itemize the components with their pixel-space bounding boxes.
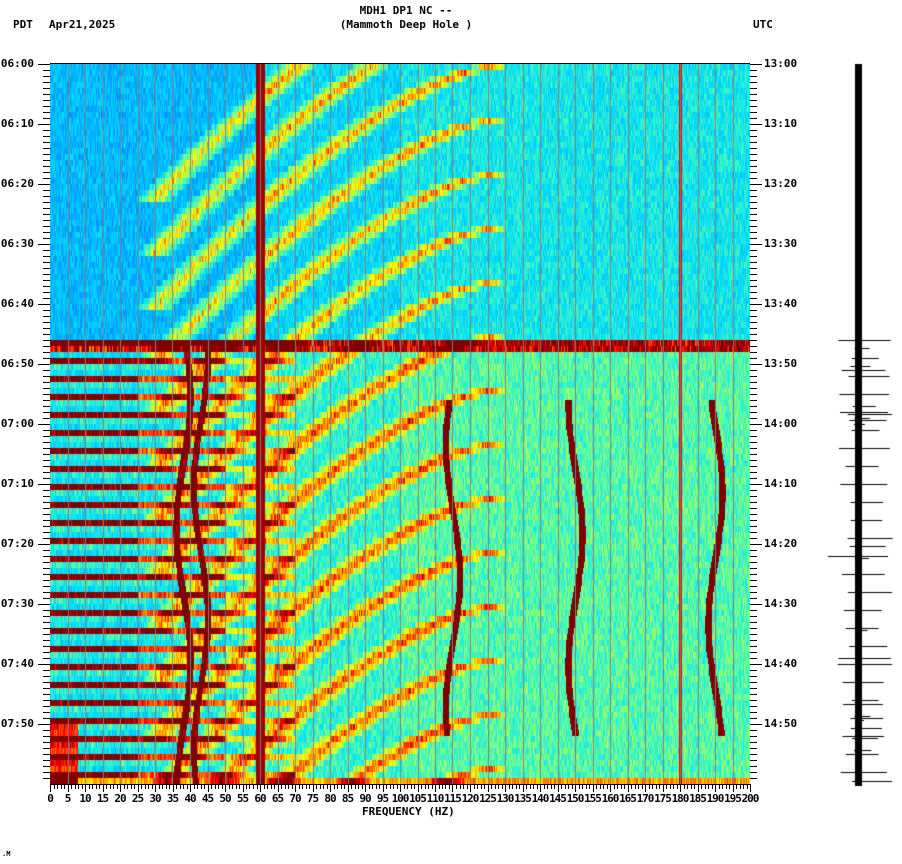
y-tick-label-right: 14:30: [764, 597, 798, 610]
y-tick-label-right: 14:00: [764, 417, 798, 430]
x-tick-label: 70: [289, 792, 301, 805]
x-tick-label: 170: [636, 792, 655, 805]
spectrogram-heatmap: [50, 64, 750, 784]
x-tick-label: 145: [549, 792, 567, 805]
y-tick-label-right: 13:30: [764, 237, 798, 250]
x-tick-label: 195: [724, 792, 742, 805]
y-tick-label-right: 13:50: [764, 357, 798, 370]
y-tick-label-left: 06:40: [0, 297, 34, 310]
x-tick-label: 140: [531, 792, 550, 805]
x-tick-label: 155: [584, 792, 602, 805]
x-tick-label: 0: [47, 792, 54, 805]
y-tick-label-left: 06:10: [0, 117, 34, 130]
x-tick-label: 105: [409, 792, 427, 805]
y-tick-label-left: 06:20: [0, 177, 34, 190]
y-tick-label-left: 07:40: [0, 657, 34, 670]
y-tick-label-right: 14:50: [764, 717, 798, 730]
x-tick-label: 190: [706, 792, 725, 805]
site-title: (Mammoth Deep Hole ): [339, 18, 473, 31]
y-tick-label-left: 07:50: [0, 717, 34, 730]
x-tick-label: 115: [444, 792, 462, 805]
x-tick-label: 50: [219, 792, 231, 805]
left-timezone-label: PDT: [13, 18, 33, 31]
x-tick-label: 40: [184, 792, 196, 805]
y-tick-label-left: 06:50: [0, 357, 34, 370]
x-tick-label: 55: [236, 792, 249, 805]
date-label: Apr21,2025: [49, 18, 116, 31]
footer-mark: .M: [2, 850, 11, 858]
y-tick-label-right: 14:40: [764, 657, 798, 670]
y-tick-label-right: 13:40: [764, 297, 798, 310]
x-tick-label: 110: [426, 792, 445, 805]
x-tick-label: 90: [359, 792, 371, 805]
x-tick-label: 10: [79, 792, 91, 805]
x-tick-label: 5: [64, 792, 72, 805]
x-tick-label: 175: [654, 792, 672, 805]
y-tick-label-right: 14:20: [764, 537, 798, 550]
y-tick-label-right: 13:10: [764, 117, 798, 130]
y-tick-label-left: 07:20: [0, 537, 34, 550]
x-tick-label: 35: [166, 792, 179, 805]
right-timezone-label: UTC: [753, 18, 773, 31]
y-tick-label-right: 13:20: [764, 177, 798, 190]
x-tick-label: 125: [479, 792, 497, 805]
x-tick-label: 130: [496, 792, 515, 805]
y-tick-label-left: 06:30: [0, 237, 34, 250]
x-tick-label: 160: [601, 792, 620, 805]
x-tick-label: 85: [341, 792, 354, 805]
x-tick-label: 100: [391, 792, 410, 805]
y-tick-label-right: 13:00: [764, 57, 798, 70]
x-tick-label: 200: [741, 792, 760, 805]
x-tick-label: 60: [254, 792, 266, 805]
x-tick-label: 25: [131, 792, 144, 805]
x-tick-label: 95: [376, 792, 389, 805]
x-tick-label: 150: [566, 792, 585, 805]
x-tick-label: 15: [96, 792, 109, 805]
x-axis-title: FREQUENCY (HZ): [362, 805, 455, 818]
y-tick-label-left: 06:00: [0, 57, 34, 70]
seismogram-trace: [820, 60, 900, 790]
spectrogram-plot: [50, 64, 750, 784]
x-tick-label: 45: [201, 792, 214, 805]
x-tick-label: 165: [619, 792, 637, 805]
x-tick-label: 135: [514, 792, 532, 805]
y-tick-label-left: 07:10: [0, 477, 34, 490]
x-tick-label: 120: [461, 792, 480, 805]
x-tick-label: 65: [271, 792, 284, 805]
y-tick-label-left: 07:30: [0, 597, 34, 610]
x-tick-label: 30: [149, 792, 161, 805]
x-tick-label: 75: [306, 792, 319, 805]
y-tick-label-left: 07:00: [0, 417, 34, 430]
y-tick-label-right: 14:10: [764, 477, 798, 490]
x-tick-label: 80: [324, 792, 336, 805]
station-title: MDH1 DP1 NC --: [359, 4, 453, 17]
x-tick-label: 20: [114, 792, 126, 805]
x-tick-label: 185: [689, 792, 707, 805]
x-tick-label: 180: [671, 792, 690, 805]
